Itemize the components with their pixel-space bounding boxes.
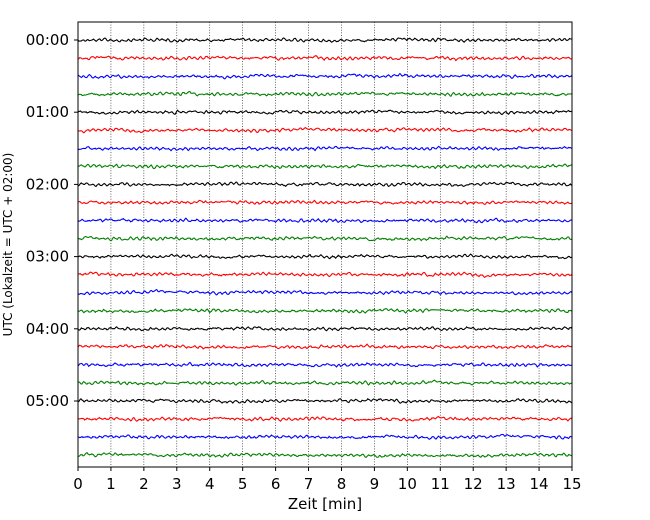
- x-tick-label: 0: [73, 475, 83, 493]
- x-tick-label: 4: [205, 475, 215, 493]
- trace-line: [77, 308, 573, 314]
- x-axis: 0 1 2 3 4 5 6 7 8 9 10 11 12 13 14 15: [73, 467, 582, 493]
- x-tick-label: 8: [337, 475, 347, 493]
- plot-frame: [77, 21, 573, 468]
- trace-line: [77, 54, 573, 62]
- y-tick-label: 04:00: [26, 320, 69, 338]
- trace-line: [77, 452, 573, 458]
- y-tick-label: 02:00: [26, 175, 69, 193]
- trace-line: [77, 126, 573, 134]
- trace-line: [77, 415, 573, 422]
- y-tick-label: 03:00: [26, 248, 69, 266]
- trace-line: [77, 379, 573, 386]
- y-tick-label: 01:00: [26, 103, 69, 121]
- trace-line: [77, 235, 573, 242]
- y-axis-label: UTC (Lokalzeit = UTC + 02:00): [1, 153, 15, 337]
- x-tick-label: 9: [370, 475, 380, 493]
- trace-line: [77, 288, 573, 296]
- trace-line: [77, 90, 573, 97]
- trace-line: [77, 72, 573, 80]
- trace-line: [77, 433, 573, 440]
- trace-line: [77, 253, 573, 260]
- trace-line: [77, 217, 573, 224]
- trace-line: [77, 199, 573, 206]
- trace-line: [77, 343, 573, 350]
- trace-line: [77, 271, 573, 278]
- y-tick-label: 05:00: [26, 392, 69, 410]
- trace-line: [77, 326, 573, 332]
- x-tick-label: 12: [464, 475, 483, 493]
- x-tick-label: 10: [398, 475, 417, 493]
- x-tick-label: 14: [530, 475, 549, 493]
- x-tick-label: 13: [497, 475, 516, 493]
- y-tick-label: 00:00: [26, 31, 69, 49]
- y-axis: 00:00 01:00 02:00 03:00 04:00 05:00: [26, 31, 78, 410]
- x-tick-label: 15: [562, 475, 581, 493]
- x-tick-label: 2: [139, 475, 149, 493]
- trace-line: [77, 37, 573, 43]
- trace-line: [77, 361, 573, 368]
- trace-line: [77, 163, 573, 170]
- trace-line: [77, 109, 573, 116]
- x-tick-label: 11: [431, 475, 450, 493]
- trace-line: [77, 181, 573, 188]
- x-tick-label: 5: [238, 475, 248, 493]
- trace-line: [77, 397, 573, 404]
- x-tick-label: 7: [304, 475, 314, 493]
- x-tick-label: 1: [106, 475, 116, 493]
- seismic-traces: [77, 37, 573, 458]
- x-axis-label: Zeit [min]: [288, 495, 362, 513]
- x-tick-label: 3: [172, 475, 182, 493]
- x-tick-label: 6: [271, 475, 281, 493]
- trace-line: [77, 145, 573, 152]
